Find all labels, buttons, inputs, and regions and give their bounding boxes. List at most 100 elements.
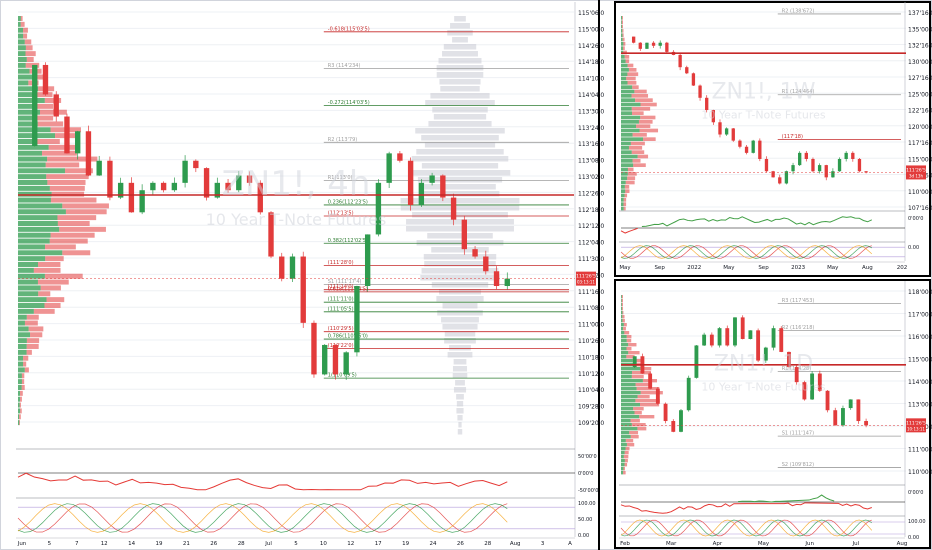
y-tick-label: 115'00'0 [908, 156, 932, 163]
x-tick-label: 2023 [791, 265, 805, 271]
volume-bar-sell [631, 107, 651, 111]
volume-bar-buy [621, 427, 638, 431]
volume-bar-buy [621, 94, 632, 98]
candle-body [631, 36, 636, 43]
candle-body [268, 212, 274, 257]
candle-body [160, 182, 167, 191]
hvn-bar [447, 352, 473, 358]
candle-body [711, 110, 716, 123]
volume-bar-buy [621, 68, 629, 72]
hvn-bar [441, 317, 479, 323]
stoch-line [17, 503, 508, 533]
volume-bar-sell [44, 98, 62, 103]
volume-bar-buy [621, 383, 636, 387]
volume-bar-sell [624, 451, 629, 455]
hvn-bar [415, 128, 505, 134]
volume-bar-sell [46, 297, 65, 303]
volume-bar-sell [30, 332, 43, 338]
volume-bar-sell [48, 144, 80, 150]
x-tick-label: Apr [713, 541, 723, 547]
volume-bar-sell [33, 308, 55, 314]
volume-bar-sell [626, 76, 636, 81]
volume-bar-buy [621, 76, 627, 81]
hvn-bar [457, 415, 463, 421]
candle-body [225, 182, 231, 191]
hvn-bar [416, 240, 504, 246]
hvn-bar [428, 121, 492, 127]
candle-body [658, 42, 662, 46]
hvn-bar [456, 408, 464, 414]
volume-bar-buy [621, 411, 635, 415]
level-label: 0.236(112'23'5) [328, 199, 368, 205]
volume-bar-sell [630, 435, 639, 439]
last-price-label: 111'26'5 [906, 420, 926, 426]
level-label: S2 (109'812) [782, 462, 814, 468]
volume-bar-buy [621, 443, 627, 447]
volume-bar-sell [627, 81, 637, 85]
candle-body [705, 97, 709, 111]
y-tick-label: 110'18'0 [578, 354, 604, 361]
watermark-symbol: ZN1!, 1W [711, 79, 815, 104]
volume-bar-sell [639, 128, 659, 133]
volume-bar-sell [635, 383, 653, 387]
y-tick-label: 137'16'0 [908, 10, 932, 17]
volume-bar-buy [18, 402, 20, 408]
volume-bar-buy [621, 435, 631, 439]
candle-body [42, 64, 49, 95]
volume-bar-sell [19, 420, 20, 426]
level-label: -0.272(114'03'5) [328, 100, 370, 106]
volume-bar-buy [18, 162, 46, 168]
candle-body [787, 351, 791, 368]
volume-bar-sell [621, 295, 623, 299]
candle-body [450, 197, 457, 220]
volume-bar-sell [638, 120, 653, 124]
volume-bar-sell [62, 250, 91, 256]
volume-bar-buy [621, 185, 625, 189]
hvn-bar [444, 338, 476, 344]
stoch-tick: 0.00 [578, 533, 589, 539]
volume-bar-buy [621, 395, 638, 399]
volume-bar-sell [39, 109, 67, 115]
volume-bar-sell [626, 347, 632, 351]
candle-body [756, 330, 761, 361]
volume-bar-sell [632, 85, 639, 90]
level-label: 0.618(111'14'5) [328, 286, 368, 292]
volume-bar-buy [621, 327, 624, 331]
volume-bar-buy [621, 459, 625, 463]
candle-body [791, 165, 795, 172]
candle-body [784, 171, 789, 184]
volume-bar-sell [640, 115, 656, 120]
watermark-description: 10 Year T-Note Futures [701, 381, 826, 394]
volume-bar-sell [624, 463, 628, 467]
volume-bar-buy [621, 331, 625, 335]
volume-bar-buy [621, 59, 626, 64]
y-tick-label: 111'00'0 [908, 447, 932, 454]
volume-bar-sell [640, 391, 663, 395]
oscillator-line-negative [620, 502, 872, 514]
x-tick-label: 19 [402, 541, 409, 547]
volume-bar-sell [626, 335, 632, 339]
volume-bar-buy [18, 332, 31, 338]
watermark-description: 10 Year T-Note Futures [701, 108, 826, 121]
hvn-bar [421, 135, 499, 141]
candle-body [257, 182, 263, 213]
volume-bar-sell [45, 244, 76, 250]
volume-bar-buy [18, 74, 36, 80]
hvn-bar [450, 23, 470, 29]
candle-body [182, 160, 188, 183]
stoch-tick: 100.00 [578, 501, 596, 507]
volume-bar-sell [622, 33, 624, 38]
y-tick-label: 110'26'0 [578, 338, 604, 345]
hvn-bar [432, 107, 488, 113]
y-tick-label: 118'00'0 [908, 289, 932, 296]
x-tick-label: 2022 [687, 265, 701, 271]
volume-bar-sell [623, 202, 627, 207]
oscillator-tick: 0'00'0 [908, 490, 923, 496]
volume-bar-sell [20, 16, 23, 21]
volume-bar-sell [625, 447, 630, 451]
level-label: S1 (111'17'4) [328, 279, 362, 285]
volume-bar-buy [621, 323, 624, 327]
volume-bar-sell [45, 162, 80, 168]
volume-bar-buy [621, 115, 641, 120]
hvn-bar [436, 72, 484, 78]
